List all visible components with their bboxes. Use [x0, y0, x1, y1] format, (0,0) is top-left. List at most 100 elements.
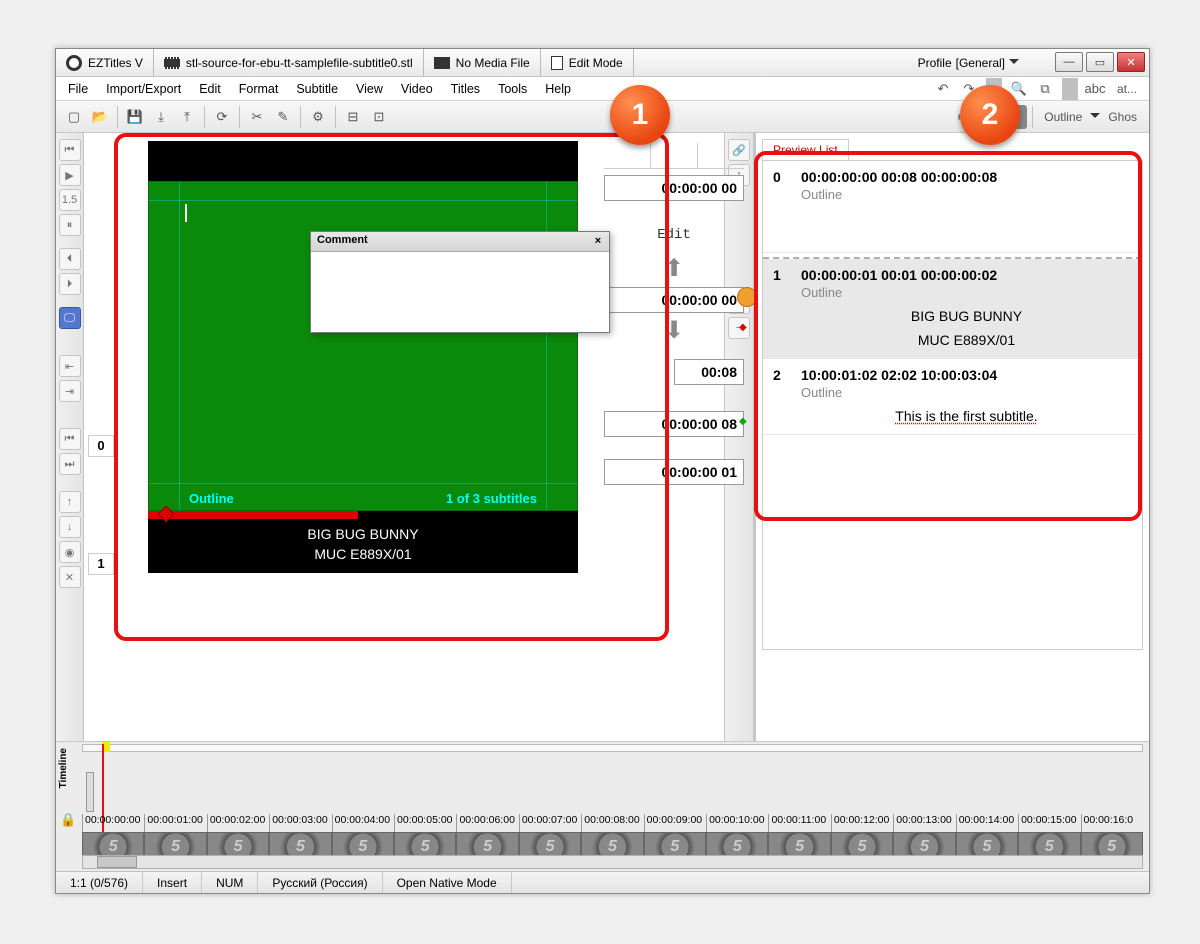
- cut-icon[interactable]: ✂: [245, 105, 269, 129]
- rail-rewind-icon[interactable]: ⏮: [59, 139, 81, 161]
- left-rail: ⏮ ▶ 1.5 ⏸ ⏴ ⏵ 🖵 ⇤ ⇥ ⏮ ⏭ ↑ ↓ ◉ ✕: [56, 133, 84, 741]
- status-bar: 1:1 (0/576) Insert NUM Русский (Россия) …: [56, 871, 1149, 893]
- edit-icon[interactable]: ✎: [271, 105, 295, 129]
- rail-play-icon[interactable]: ▶: [59, 164, 81, 186]
- subtitle-number-0: 0: [88, 435, 114, 457]
- rail-prev-icon[interactable]: ⏮: [59, 428, 81, 450]
- minus-icon[interactable]: ⊟: [341, 105, 365, 129]
- timeline-tc: 00:00:15:00: [1018, 814, 1080, 832]
- ghost-select[interactable]: Ghos: [1102, 110, 1143, 124]
- timeline-tc: 00:00:13:00: [893, 814, 955, 832]
- timeline-timecodes: 00:00:00:0000:00:01:0000:00:02:0000:00:0…: [82, 814, 1143, 832]
- import-icon[interactable]: ⤓: [149, 105, 173, 129]
- copy-icon[interactable]: ⧉: [1033, 77, 1057, 101]
- preview-tab[interactable]: Preview List: [762, 139, 849, 160]
- menu-titles[interactable]: Titles: [443, 80, 488, 98]
- comment-textarea[interactable]: [311, 252, 609, 332]
- outline-select[interactable]: Outline: [1038, 110, 1088, 124]
- undo-icon[interactable]: ↶: [931, 77, 955, 101]
- timeline-tc: 00:00:07:00: [519, 814, 581, 832]
- menu-subtitle[interactable]: Subtitle: [288, 80, 346, 98]
- timeline-zoom-slider[interactable]: [86, 772, 94, 812]
- timeline-tc: 00:00:02:00: [207, 814, 269, 832]
- edit-mode-label: Edit Mode: [569, 56, 623, 70]
- menu-help[interactable]: Help: [537, 80, 579, 98]
- timeline-ruler[interactable]: [82, 744, 1143, 752]
- rail-speed-icon[interactable]: 1.5: [59, 189, 81, 211]
- gear-icon[interactable]: ⚙: [306, 105, 330, 129]
- tc-current[interactable]: 00:00:00 00: [604, 287, 744, 313]
- rail-rec-icon[interactable]: ◉: [59, 541, 81, 563]
- rail-stepfwd-icon[interactable]: ⏵: [59, 273, 81, 295]
- app-title: EZTitles V: [88, 56, 143, 70]
- chevron-down-icon: [1090, 113, 1100, 123]
- close-icon[interactable]: ×: [591, 234, 605, 248]
- arrow-down-icon[interactable]: ⬇: [604, 319, 744, 343]
- refresh-icon[interactable]: ⟳: [210, 105, 234, 129]
- timeline-tc: 00:00:03:00: [269, 814, 331, 832]
- rail-down-icon[interactable]: ↓: [59, 516, 81, 538]
- timeline-tc: 00:00:12:00: [831, 814, 893, 832]
- rail-pause-icon[interactable]: ⏸: [59, 214, 81, 236]
- video-panel: Outline 1 of 3 subtitles BIG BUG BUNNY M…: [148, 141, 578, 573]
- film-icon: [164, 57, 180, 69]
- tc-out[interactable]: 00:00:00 08: [604, 411, 744, 437]
- timeline-tc: 00:00:08:00: [581, 814, 643, 832]
- toolbar-at[interactable]: at...: [1109, 80, 1145, 98]
- document-icon: [551, 56, 563, 70]
- menu-format[interactable]: Format: [231, 80, 287, 98]
- export-icon[interactable]: ⤒: [175, 105, 199, 129]
- tc-duration[interactable]: 00:08: [674, 359, 744, 385]
- collapse-icon[interactable]: ⊡: [367, 105, 391, 129]
- main-area: ⏮ ▶ 1.5 ⏸ ⏴ ⏵ 🖵 ⇤ ⇥ ⏮ ⏭ ↑ ↓ ◉ ✕ 0 1: [56, 133, 1149, 741]
- title-bar: EZTitles V stl-source-for-ebu-tt-samplef…: [56, 49, 1149, 77]
- timeline-tc: 00:00:14:00: [956, 814, 1018, 832]
- menu-tools[interactable]: Tools: [490, 80, 535, 98]
- rail-stepback-icon[interactable]: ⏴: [59, 248, 81, 270]
- timeline-tc: 00:00:00:00: [82, 814, 144, 832]
- save-icon[interactable]: 💾: [123, 105, 147, 129]
- rail-up-icon[interactable]: ↑: [59, 491, 81, 513]
- timecode-column: 00:00:00 00 Edit ⬆ 00:00:00 00 ⬇ 00:08 0…: [604, 143, 744, 491]
- minimize-button[interactable]: —: [1055, 52, 1083, 72]
- timing-bar[interactable]: [148, 511, 578, 519]
- lock-icon[interactable]: 🔒: [60, 812, 76, 828]
- rail-next-icon[interactable]: ⏭: [59, 453, 81, 475]
- new-icon[interactable]: ▢: [62, 105, 86, 129]
- tc-next-in[interactable]: 00:00:00 01: [604, 459, 744, 485]
- menu-view[interactable]: View: [348, 80, 391, 98]
- menu-file[interactable]: File: [60, 80, 96, 98]
- rail-out-icon[interactable]: ⇥: [59, 380, 81, 402]
- clock-icon: [737, 287, 757, 307]
- timeline-scrollbar[interactable]: [82, 855, 1143, 869]
- callout-1: 1: [610, 85, 670, 145]
- menu-import[interactable]: Import/Export: [98, 80, 189, 98]
- maximize-button[interactable]: ▭: [1086, 52, 1114, 72]
- app-window: EZTitles V stl-source-for-ebu-tt-samplef…: [55, 48, 1150, 894]
- scrollbar-handle[interactable]: [97, 856, 137, 868]
- menu-video[interactable]: Video: [393, 80, 441, 98]
- spellcheck-icon[interactable]: abc: [1083, 77, 1107, 101]
- editor-column: 0 1 Outline 1 of 3 subtitles BIG BUG BUN…: [84, 133, 724, 741]
- rail-x-icon[interactable]: ✕: [59, 566, 81, 588]
- tc-in[interactable]: 00:00:00 00: [604, 175, 744, 201]
- arrow-up-icon[interactable]: ⬆: [604, 257, 744, 281]
- profile-selector[interactable]: Profile [General]: [918, 56, 1019, 70]
- preview-item-0[interactable]: 0 00:00:00:00 00:08 00:00:00:08 Outline: [763, 161, 1142, 253]
- marker-red-icon: [739, 317, 753, 327]
- comment-window[interactable]: Comment×: [310, 231, 610, 333]
- preview-list: 0 00:00:00:00 00:08 00:00:00:08 Outline …: [762, 160, 1143, 650]
- timeline-tc: 00:00:06:00: [456, 814, 518, 832]
- preview-item-1[interactable]: 1 00:00:00:01 00:01 00:00:00:02 Outline …: [763, 259, 1142, 359]
- rail-monitor-icon[interactable]: 🖵: [59, 307, 81, 329]
- preview-item-2[interactable]: 2 10:00:01:02 02:02 10:00:03:04 Outline …: [763, 359, 1142, 435]
- open-icon[interactable]: 📂: [88, 105, 112, 129]
- close-button[interactable]: ✕: [1117, 52, 1145, 72]
- rail-in-icon[interactable]: ⇤: [59, 355, 81, 377]
- marker-green-icon: [739, 411, 753, 421]
- timeline-label: Timeline: [58, 748, 69, 788]
- timeline-tc: 00:00:04:00: [332, 814, 394, 832]
- subtitle-number-1: 1: [88, 553, 114, 575]
- overlay-count-label: 1 of 3 subtitles: [446, 491, 537, 506]
- menu-edit[interactable]: Edit: [191, 80, 229, 98]
